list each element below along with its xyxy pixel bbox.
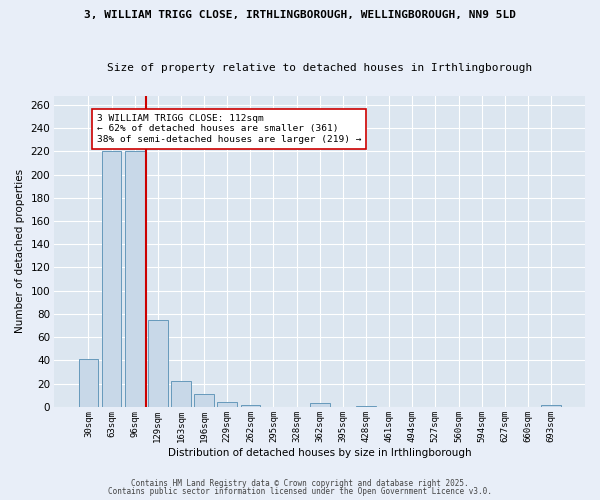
Bar <box>102 152 121 407</box>
Text: 3 WILLIAM TRIGG CLOSE: 112sqm
← 62% of detached houses are smaller (361)
38% of : 3 WILLIAM TRIGG CLOSE: 112sqm ← 62% of d… <box>97 114 361 144</box>
Y-axis label: Number of detached properties: Number of detached properties <box>15 169 25 334</box>
Bar <box>541 404 561 407</box>
Bar <box>194 394 214 407</box>
Bar <box>310 404 329 407</box>
Text: 3, WILLIAM TRIGG CLOSE, IRTHLINGBOROUGH, WELLINGBOROUGH, NN9 5LD: 3, WILLIAM TRIGG CLOSE, IRTHLINGBOROUGH,… <box>84 10 516 20</box>
Bar <box>125 152 145 407</box>
Text: Contains public sector information licensed under the Open Government Licence v3: Contains public sector information licen… <box>108 487 492 496</box>
Bar <box>79 360 98 407</box>
Bar <box>217 402 237 407</box>
Bar <box>148 320 167 407</box>
X-axis label: Distribution of detached houses by size in Irthlingborough: Distribution of detached houses by size … <box>168 448 472 458</box>
Bar <box>171 382 191 407</box>
Title: Size of property relative to detached houses in Irthlingborough: Size of property relative to detached ho… <box>107 62 532 72</box>
Bar <box>356 406 376 407</box>
Text: Contains HM Land Registry data © Crown copyright and database right 2025.: Contains HM Land Registry data © Crown c… <box>131 478 469 488</box>
Bar <box>241 404 260 407</box>
